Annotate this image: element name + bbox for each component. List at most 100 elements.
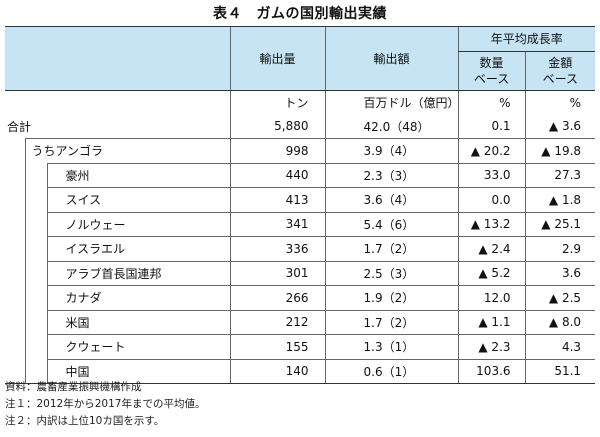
table-body: トン 百万ドル（億円） % % 合計 5,880 42.0（48） 0.1 ▲ 3.6 う… — [5, 90, 596, 384]
cell-growth-qty: ▲ 5.2 — [457, 260, 526, 286]
header-growth-amt-line2: ベース — [542, 72, 578, 86]
cell-growth-amt: ▲ 25.1 — [524, 211, 596, 237]
cell-value: 5.4（6） — [324, 211, 459, 237]
header-corner — [5, 26, 231, 91]
table-row: うちアンゴラ 998 3.9（4） ▲ 20.2 ▲ 19.8 — [5, 138, 596, 163]
cell-growth-qty: ▲ 1.1 — [457, 309, 526, 335]
table-row: イスラエル 336 1.7（2） ▲ 2.4 2.9 — [5, 236, 596, 261]
table-row: 米国 212 1.7（2） ▲ 1.1 ▲ 8.0 — [5, 309, 596, 335]
cell-value: 1.3（1） — [324, 334, 459, 359]
table-row: クウェート 155 1.3（1） ▲ 2.3 4.3 — [5, 334, 596, 359]
cell-value: 2.3（3） — [324, 162, 459, 188]
header-growth-group: 年平均成長率 — [457, 26, 596, 52]
indent-cell — [25, 163, 48, 188]
cell-growth-qty: ▲ 20.2 — [457, 138, 526, 163]
table-row: 豪州 440 2.3（3） 33.0 27.3 — [5, 162, 596, 188]
cell-volume: 5,880 — [229, 114, 326, 139]
cell-growth-amt: ▲ 2.5 — [524, 285, 596, 310]
cell-volume: 140 — [229, 358, 326, 384]
indent-cell — [25, 261, 48, 286]
indent-cell — [5, 359, 26, 384]
cell-volume: 301 — [229, 260, 326, 286]
table-row: スイス 413 3.6（4） 0.0 ▲ 1.8 — [5, 187, 596, 212]
cell-volume: 440 — [229, 162, 326, 188]
table-header: 輸出量 輸出額 年平均成長率 数量 ベース 金額 ベース — [5, 26, 596, 91]
cell-growth-amt: 2.9 — [524, 236, 596, 261]
footnotes: 資料：農畜産業振興機構作成 注１：2012年から2017年までの平均値。 注２：… — [5, 379, 205, 430]
row-name: うちアンゴラ — [25, 138, 231, 163]
table-title: 表４ ガムの国別輸出実績 — [213, 6, 387, 22]
cell-growth-amt: 51.1 — [524, 358, 596, 384]
cell-growth-amt: ▲ 1.8 — [524, 187, 596, 212]
cell-growth-qty: 0.1 — [457, 114, 526, 139]
indent-cell — [5, 310, 26, 335]
row-name: ノルウェー — [47, 211, 231, 237]
cell-volume: 155 — [229, 334, 326, 359]
indent-cell — [5, 261, 26, 286]
cell-growth-amt: ▲ 8.0 — [524, 309, 596, 335]
cell-growth-qty: ▲ 2.4 — [457, 236, 526, 261]
row-name: イスラエル — [47, 236, 231, 261]
table-row: アラブ首長国連邦 301 2.5（3） ▲ 5.2 3.6 — [5, 260, 596, 286]
header-growth-amt-line1: 金額 — [548, 56, 573, 70]
table-row: 中国 140 0.6（1） 103.6 51.1 — [5, 358, 596, 384]
export-table: 輸出量 輸出額 年平均成長率 数量 ベース 金額 ベース トン 百万ドル（億円）… — [5, 26, 596, 384]
note-source: 資料：農畜産業振興機構作成 — [5, 381, 142, 393]
note-1: 注１：2012年から2017年までの平均値。 — [5, 398, 206, 410]
note-2: 注２：内訳は上位10カ国を示す。 — [5, 415, 165, 427]
cell-value: 1.7（2） — [324, 309, 459, 335]
row-name: スイス — [47, 187, 231, 212]
indent-cell — [25, 310, 48, 335]
unit-volume: トン — [229, 90, 326, 115]
unit-growth-qty: % — [457, 90, 526, 115]
cell-value: 1.7（2） — [324, 236, 459, 261]
indent-cell — [5, 285, 26, 310]
unit-growth-amt: % — [524, 90, 596, 115]
cell-volume: 413 — [229, 187, 326, 212]
indent-cell — [5, 212, 26, 237]
cell-volume: 336 — [229, 236, 326, 261]
indent-cell — [25, 359, 48, 384]
total-row: 合計 5,880 42.0（48） 0.1 ▲ 3.6 — [5, 114, 596, 139]
row-name: 豪州 — [47, 162, 231, 188]
cell-volume: 212 — [229, 309, 326, 335]
indent-cell — [25, 334, 48, 359]
header-growth-qty-line2: ベース — [473, 72, 510, 86]
row-name: アラブ首長国連邦 — [47, 260, 231, 286]
cell-growth-amt: 3.6 — [524, 260, 596, 286]
cell-growth-qty: 0.0 — [457, 187, 526, 212]
table-row: ノルウェー 341 5.4（6） ▲ 13.2 ▲ 25.1 — [5, 211, 596, 237]
cell-volume: 266 — [229, 285, 326, 310]
row-name: 合計 — [7, 119, 32, 134]
units-row: トン 百万ドル（億円） % % — [5, 90, 596, 115]
indent-cell — [5, 163, 26, 188]
indent-cell — [5, 187, 26, 212]
cell-value: 3.6（4） — [324, 187, 459, 212]
cell-growth-qty: ▲ 13.2 — [457, 211, 526, 237]
table-row: カナダ 266 1.9（2） 12.0 ▲ 2.5 — [5, 285, 596, 310]
units-blank — [5, 91, 230, 115]
row-name: クウェート — [47, 334, 231, 359]
header-value: 輸出額 — [324, 26, 459, 91]
header-growth-amt: 金額 ベース — [524, 51, 596, 91]
indent-cell — [5, 138, 26, 163]
cell-growth-amt: ▲ 19.8 — [524, 138, 596, 163]
indent-cell — [25, 285, 48, 310]
cell-growth-amt: 27.3 — [524, 162, 596, 188]
indent-cell — [25, 212, 48, 237]
cell-growth-amt: 4.3 — [524, 334, 596, 359]
unit-value: 百万ドル（億円） — [324, 90, 459, 115]
cell-growth-qty: 103.6 — [457, 358, 526, 384]
cell-value: 0.6（1） — [324, 358, 459, 384]
cell-value: 42.0（48） — [324, 114, 459, 139]
cell-growth-qty: 12.0 — [457, 285, 526, 310]
indent-cell — [5, 334, 26, 359]
row-name: 中国 — [47, 358, 231, 384]
cell-growth-qty: ▲ 2.3 — [457, 334, 526, 359]
indent-cell — [25, 236, 48, 261]
cell-growth-amt: ▲ 3.6 — [524, 114, 596, 139]
header-volume: 輸出量 — [229, 26, 326, 91]
cell-growth-qty: 33.0 — [457, 162, 526, 188]
cell-volume: 998 — [229, 138, 326, 163]
header-growth-qty-line1: 数量 — [479, 56, 504, 70]
